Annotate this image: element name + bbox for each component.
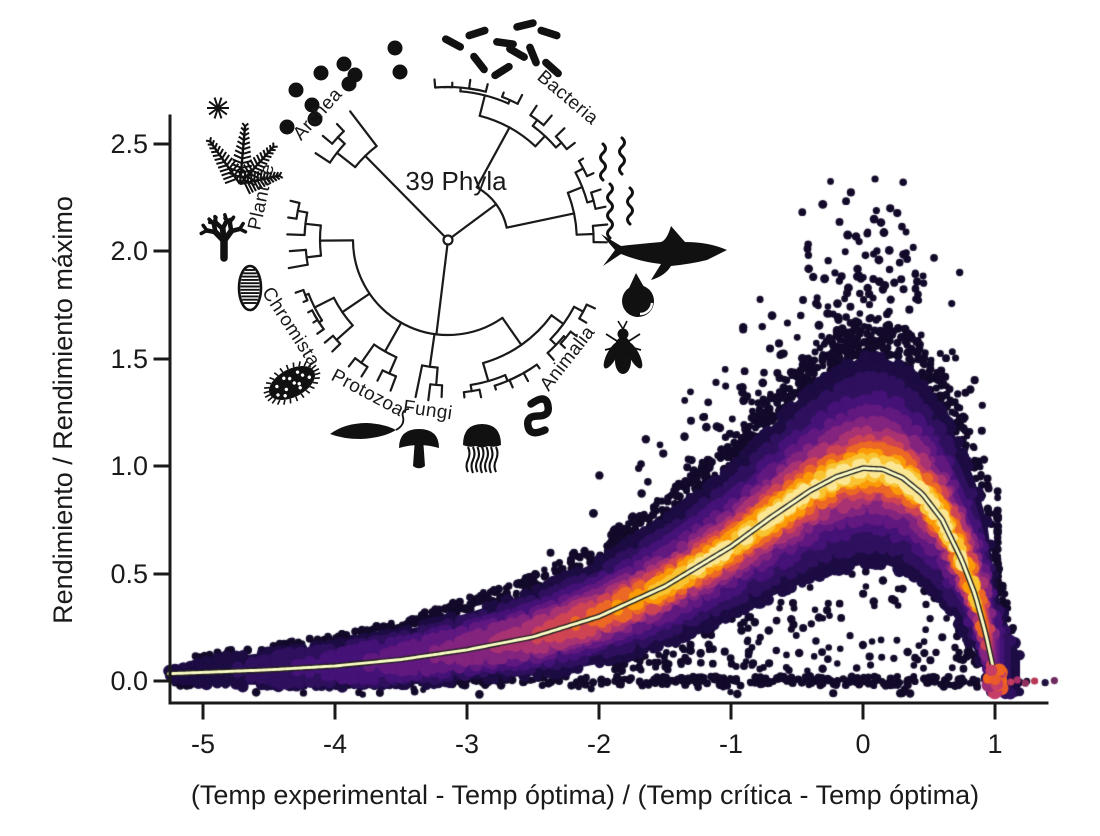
x-tick-label: 0	[855, 729, 870, 759]
clade-label-fungi: Fungi	[402, 397, 454, 425]
fly-icon	[603, 320, 643, 374]
x-tick-label: 1	[987, 729, 1002, 759]
y-tick-label: 2.0	[110, 236, 148, 266]
spirilla-bacteria-icon	[599, 136, 634, 240]
y-tick-label: 0.5	[110, 559, 148, 589]
worm-icon	[523, 395, 553, 437]
x-tick-labels: -5 -4 -3 -2 -1 0 1	[191, 729, 1003, 759]
cocci-bacteria-icon	[279, 56, 363, 135]
x-tick-label: -2	[587, 729, 611, 759]
x-axis-title: (Temp experimental - Temp óptima) / (Tem…	[191, 780, 979, 810]
clade-label-animalia: Animalia	[536, 322, 599, 395]
y-tick-labels: 0.0 0.5 1.0 1.5 2.0 2.5	[110, 129, 148, 696]
y-tick-marks	[153, 142, 172, 683]
organism-icons	[199, 19, 727, 474]
snail-icon	[622, 273, 654, 317]
x-tick-label: -4	[323, 729, 347, 759]
phylogenetic-tree-inset	[286, 78, 609, 402]
diatom-icon	[237, 264, 263, 312]
flagellate-icon	[330, 408, 410, 439]
clade-label-protozoa: Protozoa	[328, 365, 408, 421]
y-tick-label: 2.5	[110, 129, 148, 159]
bacilli-bacteria-icon	[441, 19, 562, 80]
cocci-pair-icon	[387, 40, 408, 80]
y-axis-title: Rendimiento / Rendimiento máximo	[48, 196, 78, 624]
axes	[153, 114, 1049, 720]
y-tick-label: 1.5	[110, 344, 148, 374]
tree-center-label: 39 Phyla	[405, 166, 507, 196]
x-tick-label: -3	[455, 729, 479, 759]
x-tick-marks	[201, 701, 997, 720]
coral-icon	[199, 213, 248, 262]
y-tick-label: 0.0	[110, 666, 148, 696]
axis-lines	[168, 114, 1049, 705]
y-tick-label: 1.0	[110, 451, 148, 481]
jellyfish-icon	[463, 424, 501, 474]
clade-label-chromista: Chromista	[257, 283, 324, 370]
ciliate-icon	[263, 361, 321, 405]
shark-icon	[601, 226, 727, 280]
mushroom-icon	[399, 429, 439, 469]
clade-label-bacteria: Bacteria	[533, 66, 602, 129]
x-tick-label: -5	[191, 729, 215, 759]
fern-icon	[205, 97, 284, 195]
x-tick-label: -1	[719, 729, 743, 759]
